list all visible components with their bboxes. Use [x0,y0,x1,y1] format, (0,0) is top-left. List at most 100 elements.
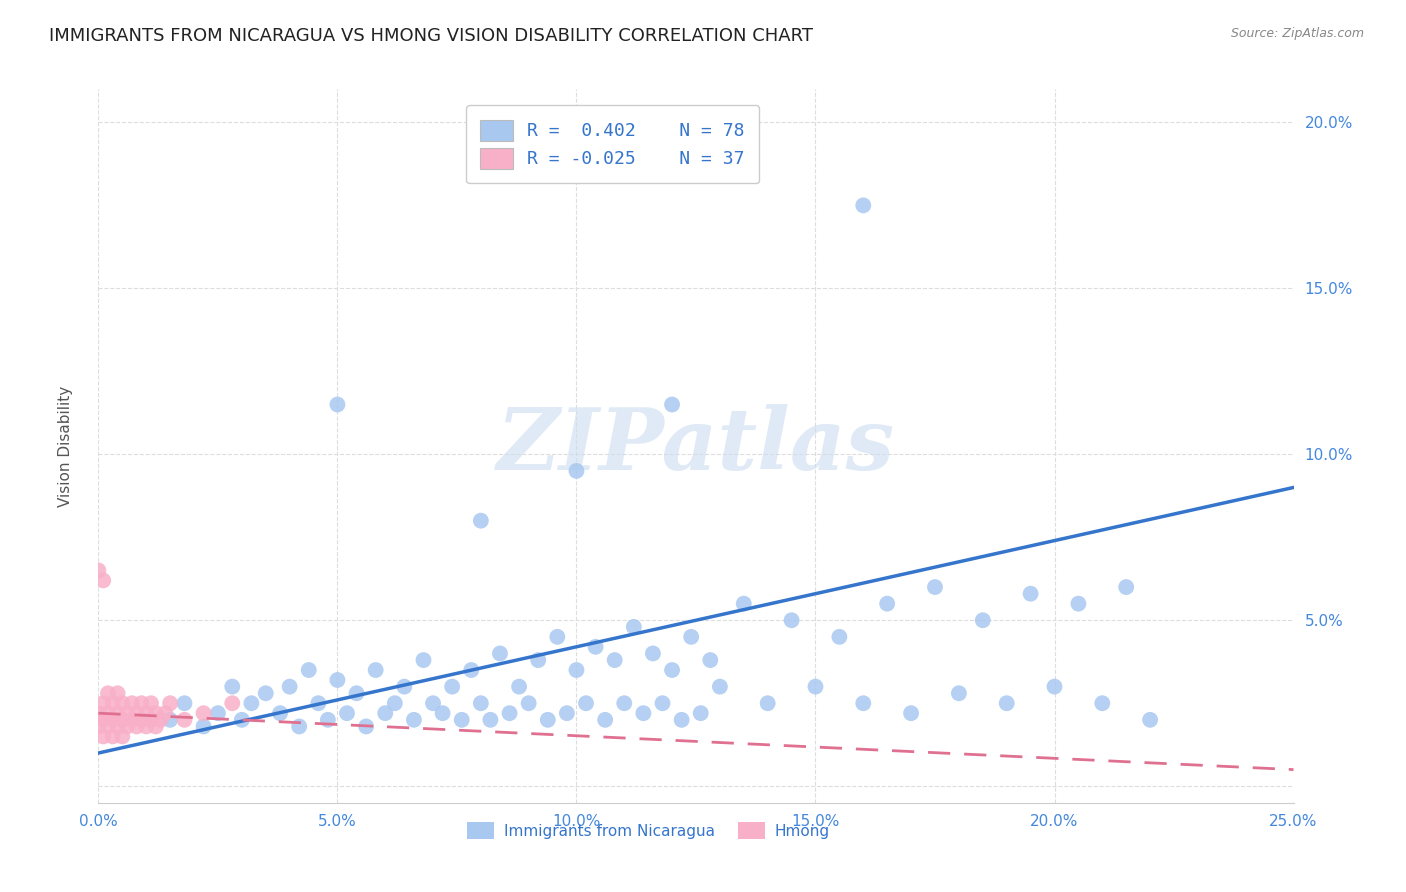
Point [278,680,301,694]
Point [193,719,215,733]
Point [115,706,138,721]
Point [593,713,616,727]
Point [336,706,359,721]
Text: Source: ZipAtlas.com: Source: ZipAtlas.com [1230,27,1364,40]
Text: ZIPatlas: ZIPatlas [496,404,896,488]
Point [661,663,683,677]
Point [111,730,134,744]
Point [537,713,560,727]
Point [555,706,578,721]
Point [374,706,396,721]
Point [107,686,129,700]
Point [121,696,143,710]
Point [240,696,263,710]
Text: IMMIGRANTS FROM NICARAGUA VS HMONG VISION DISABILITY CORRELATION CHART: IMMIGRANTS FROM NICARAGUA VS HMONG VISIO… [49,27,813,45]
Point [155,706,177,721]
Point [689,706,711,721]
Point [87,719,110,733]
Point [288,719,311,733]
Point [613,696,636,710]
Point [1115,580,1137,594]
Point [828,630,851,644]
Point [221,680,243,694]
Point [125,719,148,733]
Point [671,713,693,727]
Point [402,713,425,727]
Point [432,706,454,721]
Point [364,663,387,677]
Point [135,719,157,733]
Point [852,696,875,710]
Point [1139,713,1161,727]
Point [97,686,120,700]
Point [107,719,129,733]
Point [972,613,994,627]
Point [585,640,607,654]
Point [159,696,181,710]
Point [900,706,922,721]
Point [135,706,157,721]
Point [173,713,195,727]
Point [101,730,124,744]
Point [412,653,434,667]
Point [221,696,243,710]
Point [87,564,110,578]
Point [326,397,349,411]
Point [394,680,416,694]
Point [852,198,875,212]
Point [193,706,215,721]
Point [1067,597,1090,611]
Point [460,663,482,677]
Point [780,613,803,627]
Point [948,686,970,700]
Point [159,713,181,727]
Point [565,464,588,478]
Point [111,696,134,710]
Point [145,719,167,733]
Point [876,597,898,611]
Point [633,706,655,721]
Point [111,713,134,727]
Point [139,696,162,710]
Point [101,713,124,727]
Point [995,696,1018,710]
Point [641,647,664,661]
Y-axis label: Vision Disability: Vision Disability [59,385,73,507]
Point [733,597,755,611]
Point [498,706,520,721]
Point [441,680,464,694]
Point [661,397,683,411]
Point [709,680,731,694]
Point [1091,696,1114,710]
Point [527,653,550,667]
Point [107,706,129,721]
Point [254,686,277,700]
Point [326,673,349,687]
Point [470,514,492,528]
Point [316,713,339,727]
Point [517,696,540,710]
Point [131,696,153,710]
Point [756,696,779,710]
Point [269,706,291,721]
Point [450,713,472,727]
Point [115,719,138,733]
Point [131,713,153,727]
Point [149,713,172,727]
Point [97,706,120,721]
Point [575,696,598,710]
Legend: Immigrants from Nicaragua, Hmong: Immigrants from Nicaragua, Hmong [461,816,835,845]
Point [91,574,114,588]
Point [231,713,253,727]
Point [207,706,229,721]
Point [603,653,626,667]
Point [91,730,114,744]
Point [651,696,673,710]
Point [546,630,568,644]
Point [354,719,377,733]
Point [384,696,406,710]
Point [145,706,167,721]
Point [139,713,162,727]
Point [1043,680,1066,694]
Point [479,713,502,727]
